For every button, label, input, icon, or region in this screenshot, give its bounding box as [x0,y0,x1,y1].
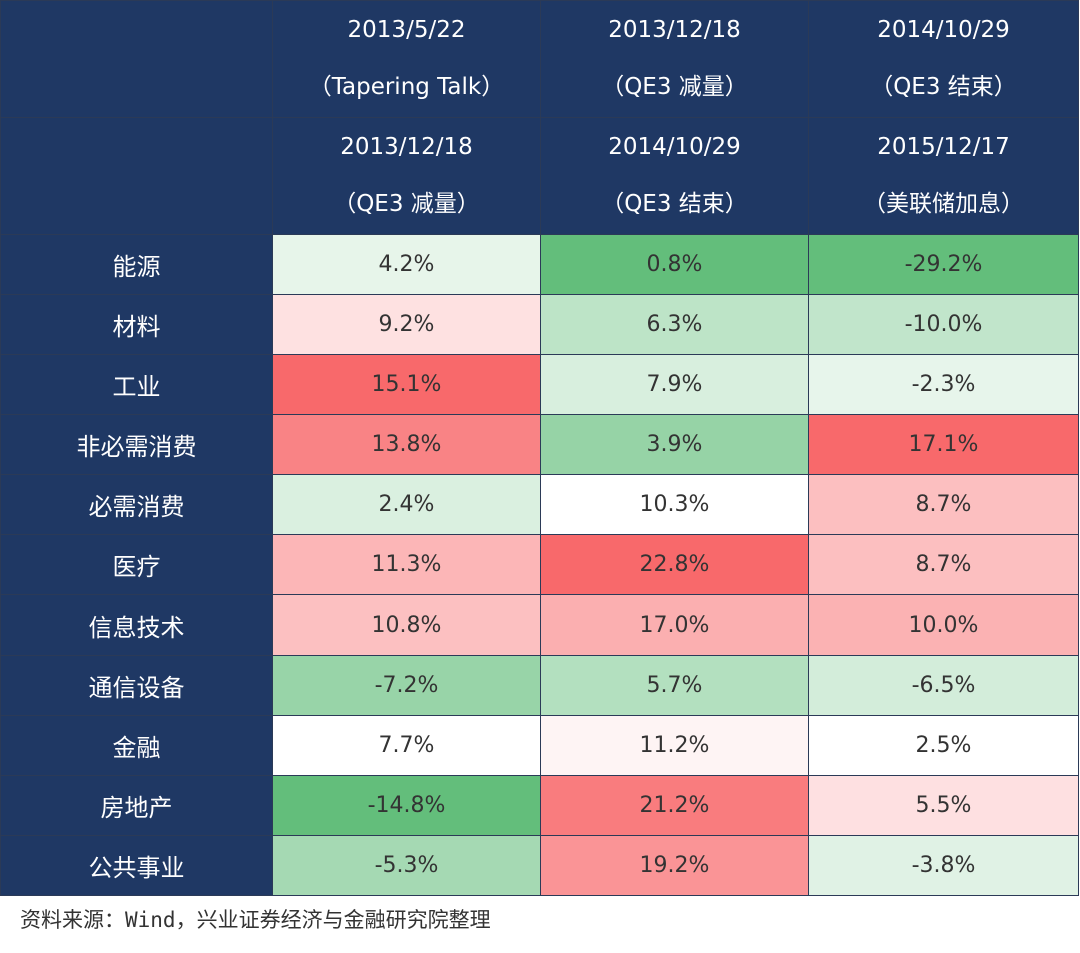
table-row: 通信设备 -7.2% 5.7% -6.5% [0,654,1079,716]
period-1-end-event: （QE3 减量） [333,191,480,217]
heatmap-cell: 8.7% [808,534,1079,596]
period-1-start-header: 2013/5/22 （Tapering Talk） [272,0,541,118]
period-3-start-date: 2014/10/29 [877,17,1010,43]
heatmap-cell: 5.5% [808,774,1079,836]
table-row: 必需消费 2.4% 10.3% 8.7% [0,474,1079,536]
heatmap-cell: 7.7% [272,714,541,776]
period-2-end-date: 2014/10/29 [608,134,741,160]
period-2-end-header: 2014/10/29 （QE3 结束） [540,117,809,235]
sector-label: 材料 [0,294,273,356]
period-1-end-header: 2013/12/18 （QE3 减量） [272,117,541,235]
period-1-start-date: 2013/5/22 [347,17,466,43]
sector-return-heatmap-table: 2013/5/22 （Tapering Talk） 2013/12/18 （QE… [0,0,1079,897]
table-row: 工业 15.1% 7.9% -2.3% [0,354,1079,416]
heatmap-cell: 4.2% [272,233,541,296]
table-row: 房地产 -14.8% 21.2% 5.5% [0,774,1079,836]
heatmap-cell: 8.7% [808,474,1079,536]
heatmap-cell: 7.9% [540,354,809,416]
header-row-start-dates: 2013/5/22 （Tapering Talk） 2013/12/18 （QE… [0,0,1079,118]
sector-label: 能源 [0,233,273,296]
heatmap-body: 能源 4.2% 0.8% -29.2% 材料 9.2% 6.3% -10.0% 工业 15.1% 7… [0,233,1079,897]
heatmap-cell: -5.3% [272,834,541,897]
heatmap-cell: 10.8% [272,594,541,656]
sector-label: 医疗 [0,534,273,596]
header-corner-cell [0,117,273,235]
heatmap-cell: 3.9% [540,414,809,476]
period-2-start-header: 2013/12/18 （QE3 减量） [540,0,809,118]
heatmap-cell: -7.2% [272,654,541,716]
heatmap-cell: 17.0% [540,594,809,656]
table-row: 医疗 11.3% 22.8% 8.7% [0,534,1079,596]
period-3-end-event: （美联储加息） [863,191,1024,217]
table-row: 材料 9.2% 6.3% -10.0% [0,294,1079,356]
heatmap-cell: -3.8% [808,834,1079,897]
period-1-end-date: 2013/12/18 [340,134,473,160]
table-row: 公共事业 -5.3% 19.2% -3.8% [0,834,1079,897]
sector-label: 信息技术 [0,594,273,656]
heatmap-cell: 15.1% [272,354,541,416]
source-note: 资料来源：Wind，兴业证券经济与金融研究院整理 [20,908,491,932]
period-2-start-event: （QE3 减量） [601,74,748,100]
table-row: 信息技术 10.8% 17.0% 10.0% [0,594,1079,656]
heatmap-cell: 0.8% [540,233,809,296]
sector-label: 非必需消费 [0,414,273,476]
period-3-end-date: 2015/12/17 [877,134,1010,160]
period-2-start-date: 2013/12/18 [608,17,741,43]
period-3-start-header: 2014/10/29 （QE3 结束） [808,0,1079,118]
heatmap-cell: 21.2% [540,774,809,836]
heatmap-cell: 9.2% [272,294,541,356]
heatmap-cell: 2.4% [272,474,541,536]
period-3-start-event: （QE3 结束） [870,74,1017,100]
table-row: 非必需消费 13.8% 3.9% 17.1% [0,414,1079,476]
heatmap-cell: -29.2% [808,233,1079,296]
period-3-end-header: 2015/12/17 （美联储加息） [808,117,1079,235]
sector-label: 必需消费 [0,474,273,536]
heatmap-cell: 10.0% [808,594,1079,656]
sector-label: 金融 [0,714,273,776]
heatmap-cell: 17.1% [808,414,1079,476]
heatmap-cell: -2.3% [808,354,1079,416]
sector-label: 通信设备 [0,654,273,716]
sector-label: 房地产 [0,774,273,836]
sector-label: 工业 [0,354,273,416]
heatmap-cell: -10.0% [808,294,1079,356]
header-row-end-dates: 2013/12/18 （QE3 减量） 2014/10/29 （QE3 结束） … [0,117,1079,235]
sector-label: 公共事业 [0,834,273,897]
heatmap-cell: 11.3% [272,534,541,596]
heatmap-cell: 13.8% [272,414,541,476]
heatmap-cell: 19.2% [540,834,809,897]
heatmap-cell: 5.7% [540,654,809,716]
table-row: 能源 4.2% 0.8% -29.2% [0,233,1079,296]
period-2-end-event: （QE3 结束） [601,191,748,217]
period-1-start-event: （Tapering Talk） [308,74,505,100]
heatmap-cell: -6.5% [808,654,1079,716]
heatmap-cell: 11.2% [540,714,809,776]
heatmap-cell: -14.8% [272,774,541,836]
header-corner-cell [0,0,273,118]
heatmap-cell: 10.3% [540,474,809,536]
heatmap-cell: 22.8% [540,534,809,596]
heatmap-cell: 2.5% [808,714,1079,776]
table-row: 金融 7.7% 11.2% 2.5% [0,714,1079,776]
heatmap-cell: 6.3% [540,294,809,356]
